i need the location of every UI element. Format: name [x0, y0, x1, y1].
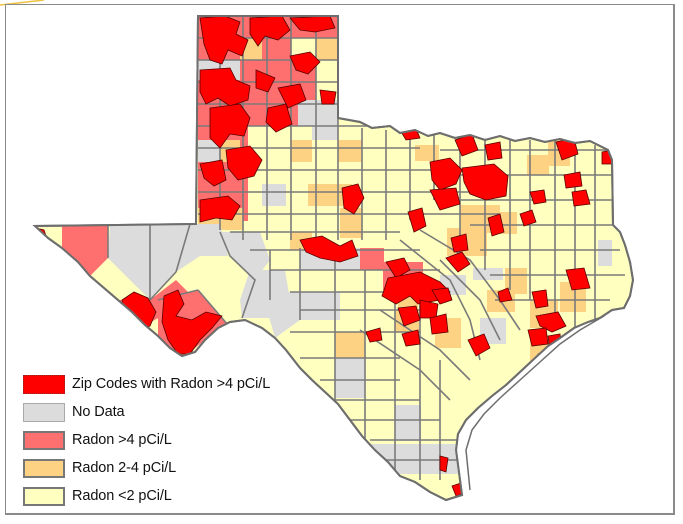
swatch-low [23, 486, 65, 506]
legend-item-high: Radon >4 pCi/L [23, 426, 270, 454]
legend-label: Zip Codes with Radon >4 pCi/L [72, 376, 271, 392]
map-legend: Zip Codes with Radon >4 pCi/L No Data Ra… [23, 370, 270, 510]
legend-item-low: Radon <2 pCi/L [23, 482, 270, 510]
legend-item-no-data: No Data [23, 398, 270, 426]
legend-label: Radon 2-4 pCi/L [72, 460, 177, 476]
swatch-moderate [23, 458, 65, 478]
swatch-no-data [23, 402, 65, 422]
swatch-high [23, 430, 65, 450]
legend-label: No Data [72, 404, 125, 420]
legend-item-moderate: Radon 2-4 pCi/L [23, 454, 270, 482]
legend-label: Radon <2 pCi/L [72, 488, 172, 504]
legend-item-zip-high: Zip Codes with Radon >4 pCi/L [23, 370, 270, 398]
swatch-zip-high [23, 374, 65, 394]
legend-label: Radon >4 pCi/L [72, 432, 172, 448]
